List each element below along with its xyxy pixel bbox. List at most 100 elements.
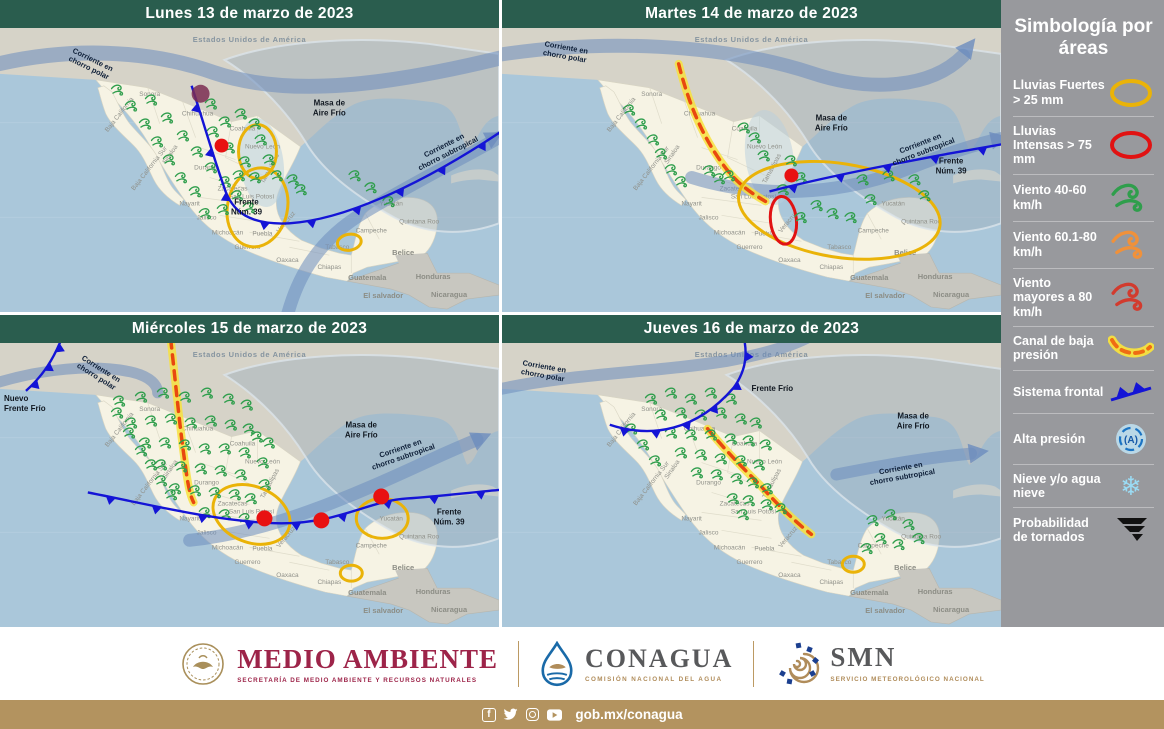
svg-text:Aire Frío: Aire Frío <box>345 431 378 440</box>
facebook-icon[interactable]: f <box>481 707 496 722</box>
map-place-label: Quintana Roo <box>901 218 941 225</box>
legend-label: Viento 60.1-80 km/h <box>1013 230 1097 259</box>
map-place-label: Chihuahua <box>182 111 214 118</box>
map-place-label: Durango <box>696 480 721 487</box>
legend-item-nieve: Nieve y/o agua nieve ❄ <box>1013 463 1154 508</box>
legend-item-canal-baja-presion: Canal de baja presión <box>1013 325 1154 370</box>
map-place-label: Nuevo León <box>245 459 280 466</box>
map-place-label: Quintana Roo <box>901 533 941 540</box>
map-place-label: Michoacán <box>212 229 244 236</box>
panel-monday: Lunes 13 de marzo de 2023 Estados Unidos… <box>0 0 499 312</box>
polar-jet-stream <box>0 362 164 399</box>
front-number-label: Frente Núm. 39 <box>936 157 968 176</box>
legend-item-lluvias-fuertes: Lluvias Fuertes > 25 mm <box>1013 70 1154 116</box>
map-place-label: Chiapas <box>819 264 843 271</box>
low-pressure-channel <box>703 424 816 539</box>
map-place-label: Campeche <box>356 227 388 234</box>
cold-front-triangle <box>428 495 439 505</box>
gobmx-url[interactable]: gob.mx/conagua <box>575 707 683 722</box>
heavy-rain-area <box>335 232 363 252</box>
map-place-label: Oaxaca <box>276 572 299 579</box>
map-place-label: El salvador <box>865 606 905 615</box>
cold-front-triangle <box>681 421 691 431</box>
map-place-label: El salvador <box>363 291 403 300</box>
svg-text:Frente: Frente <box>437 507 462 516</box>
cold-front-triangle <box>788 184 798 194</box>
map-place-label: Nicaragua <box>933 290 970 299</box>
wind-80-icon <box>1108 281 1154 313</box>
svg-text:Aire Frío: Aire Frío <box>313 109 346 118</box>
cold-front-triangle <box>351 206 362 216</box>
jet-arrowhead <box>468 432 492 451</box>
new-front-label: Nuevo Frente Frío <box>4 394 46 413</box>
map-place-label: Jalisco <box>699 529 719 536</box>
cold-front-triangle <box>44 362 54 372</box>
legend-label: Canal de baja presión <box>1013 333 1094 363</box>
conagua-logo: CONAGUA COMISIÓN NACIONAL DEL AGUA <box>539 640 733 687</box>
map-place-label: Zacatecas <box>720 500 750 507</box>
map-place-label: Belice <box>894 248 916 257</box>
weather-map-thursday: Estados Unidos de AméricaSonoraChihuahua… <box>502 343 1001 627</box>
map-place-label: Quintana Roo <box>399 533 439 540</box>
smn-logo: SMN SERVICIO METEOROLÓGICO NACIONAL <box>774 641 984 687</box>
panel-title: Jueves 16 de marzo de 2023 <box>502 315 1001 343</box>
legend-item-alta-presion: Alta presión (A) <box>1013 412 1154 464</box>
legend-label: Nieve y/o agua nieve <box>1013 471 1101 501</box>
map-place-label: Nicaragua <box>431 605 468 614</box>
map-place-label: Durango <box>194 165 219 172</box>
map-place-label: Nuevo León <box>747 144 782 151</box>
heavy-rain-area <box>840 554 866 574</box>
map-place-label: El salvador <box>363 606 403 615</box>
legend-label: Probabilidad de tornados <box>1013 516 1089 545</box>
cold-air-mass-label: Masa de Aire Frío <box>313 99 346 118</box>
cold-front-triangle <box>477 141 486 152</box>
map-place-label: Nayarit <box>179 200 200 207</box>
new-cold-front <box>25 343 65 392</box>
smn-subtitle: SERVICIO METEOROLÓGICO NACIONAL <box>830 676 985 684</box>
cold-front-triangle <box>151 505 162 515</box>
map-place-label: Tabasco <box>325 559 350 566</box>
twitter-icon[interactable] <box>503 707 518 722</box>
cold-front-triangle <box>337 513 348 523</box>
intense-rain-spot <box>313 512 330 529</box>
front-number-label: Frente Núm. 39 <box>434 507 466 526</box>
svg-text:Núm. 39: Núm. 39 <box>936 166 968 175</box>
map-place-label: Guerrero <box>737 559 763 566</box>
subtropical-jet-stream <box>183 432 492 547</box>
youtube-icon[interactable] <box>547 707 563 722</box>
cold-front-triangle <box>835 173 845 183</box>
legend-item-tornados: Probabilidad de tornados <box>1013 507 1154 552</box>
cold-front-39 <box>769 143 1001 194</box>
cold-front-39 <box>190 85 499 231</box>
map-place-label: Durango <box>696 165 721 172</box>
cold-front-triangle <box>650 430 661 439</box>
panel-wednesday: Miércoles 15 de marzo de 2023 Estados Un… <box>0 315 499 627</box>
intense-rain-spot <box>784 168 799 183</box>
map-place-label: Nuevo León <box>747 459 782 466</box>
map-place-label: Chiapas <box>317 264 341 271</box>
legend-item-viento-80: Viento mayores a 80 km/h <box>1013 267 1154 326</box>
svg-text:Masa de: Masa de <box>314 99 346 108</box>
map-place-label: Estados Unidos de América <box>193 350 307 359</box>
cold-front-triangle <box>977 146 988 156</box>
map-place-label: Michoacán <box>714 544 746 551</box>
wind-60-80-icon <box>1108 229 1154 261</box>
subtropical-jet-stream <box>830 443 989 481</box>
weather-map-monday: Estados Unidos de América Sonora Chihuahua… <box>0 28 499 312</box>
heavy-rain-area <box>338 563 364 583</box>
medio-ambiente-title: MEDIO AMBIENTE <box>237 643 499 674</box>
legend-item-sistema-frontal: Sistema frontal <box>1013 369 1154 413</box>
panel-title: Lunes 13 de marzo de 2023 <box>0 0 499 28</box>
instagram-icon[interactable] <box>525 707 540 722</box>
map-place-label: Honduras <box>918 587 953 596</box>
map-place-label: Sonora <box>641 91 662 98</box>
polar-jet-stream <box>502 38 976 92</box>
map-place-label: Yucatán <box>882 200 906 207</box>
map-place-label: Nayarit <box>681 515 702 522</box>
map-place-label: Campeche <box>356 542 388 549</box>
map-place-label: Tabasco <box>827 559 852 566</box>
low-pressure-channel-icon <box>1108 334 1154 362</box>
map-place-label: Chiapas <box>317 579 341 586</box>
panel-title-text: Lunes 13 de marzo de 2023 <box>145 5 354 22</box>
map-place-label: Honduras <box>416 587 451 596</box>
